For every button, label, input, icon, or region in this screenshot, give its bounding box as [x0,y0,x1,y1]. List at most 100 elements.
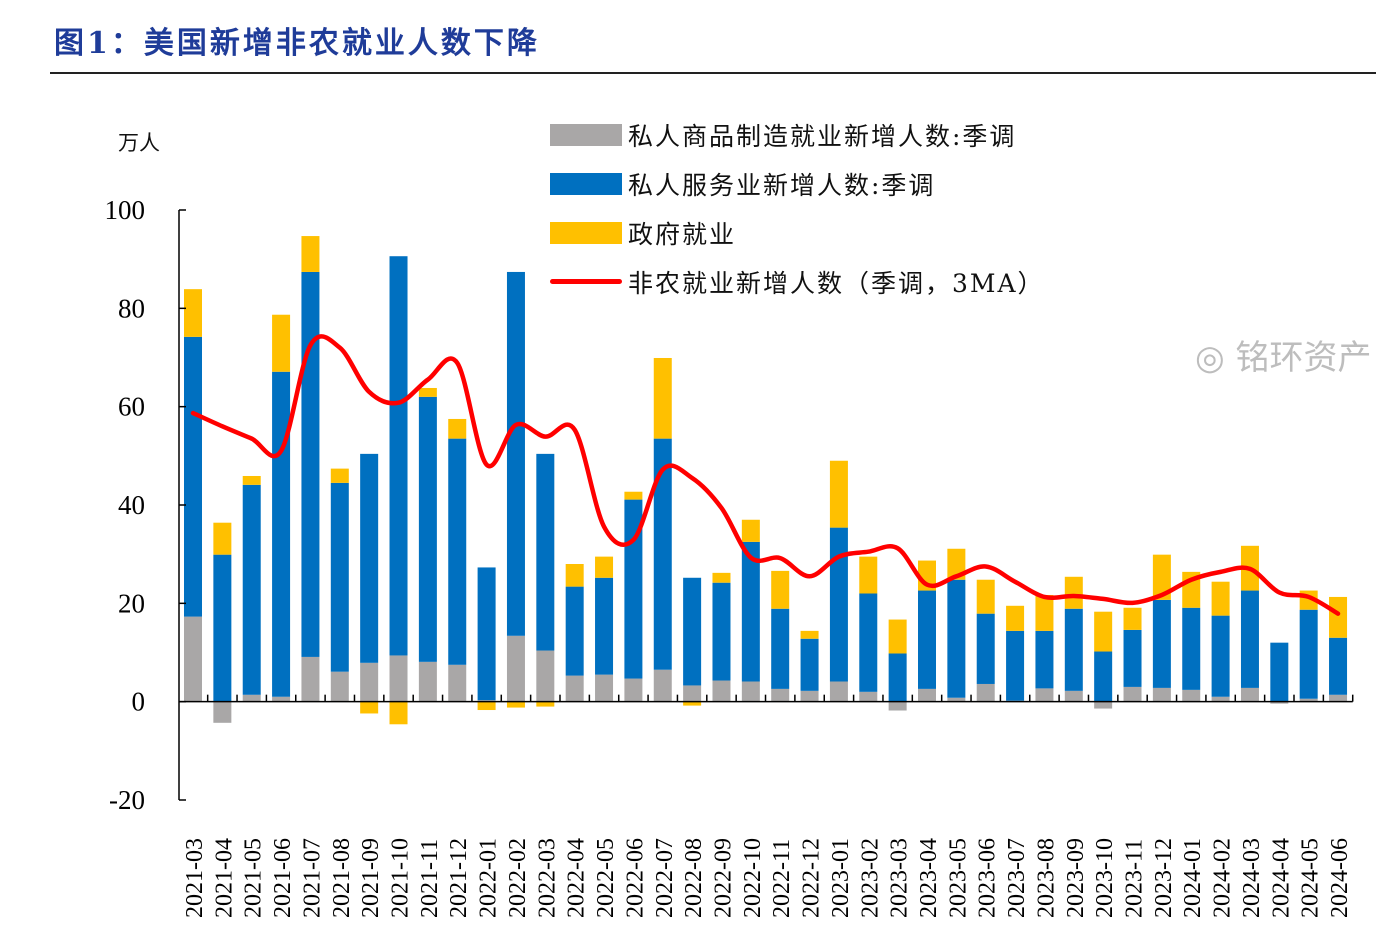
bar-manufacturing-2023-10 [1094,701,1113,709]
bar-government-2024-06 [1329,596,1348,638]
bar-government-2021-12 [448,418,467,439]
bar-manufacturing-2022-09 [712,680,731,702]
bar-manufacturing-2021-03 [184,616,202,702]
bar-government-2022-01 [477,701,496,711]
bar-manufacturing-2021-11 [418,661,437,702]
x-tick-label: 2022-05 [593,838,619,918]
x-tick-label: 2022-02 [505,838,531,918]
bar-services-2024-05 [1299,609,1318,699]
x-tick-label: 2024-03 [1239,838,1265,918]
bar-manufacturing-2022-08 [683,685,702,702]
bar-services-2023-01 [829,527,848,682]
bar-manufacturing-2021-06 [272,696,291,702]
bar-services-2022-07 [653,438,672,670]
bar-manufacturing-2023-09 [1064,690,1083,702]
x-tick-label: 2023-11 [1122,839,1148,918]
bar-services-2023-07 [1006,630,1025,701]
bar-manufacturing-2023-02 [859,691,878,702]
bar-manufacturing-2021-04 [213,701,232,723]
y-axis-unit-label: 万人 [118,131,160,155]
bar-manufacturing-2024-04 [1270,701,1289,704]
bar-government-2022-02 [506,701,525,708]
bar-manufacturing-2023-04 [918,688,936,702]
x-tick-label: 2021-07 [299,838,325,918]
x-tick-label: 2021-04 [211,838,237,918]
bar-manufacturing-2023-12 [1152,687,1171,702]
x-tick-label: 2021-09 [358,838,384,918]
x-tick-label: 2021-11 [417,839,443,918]
bar-government-2021-08 [330,468,349,483]
legend: 私人商品制造就业新增人数:季调 私人服务业新增人数:季调 政府就业 非农就业新增… [550,110,1045,306]
bar-manufacturing-2023-06 [976,683,995,702]
bar-services-2021-11 [418,396,437,662]
bar-manufacturing-2022-12 [800,690,819,702]
x-tick-label: 2021-10 [388,838,414,918]
bar-government-2022-03 [536,701,555,707]
y-tick-label: 40 [118,490,145,520]
bar-services-2023-06 [976,613,995,684]
bar-services-2023-11 [1123,629,1142,687]
bar-services-2021-10 [389,256,408,656]
x-tick-label: 2022-07 [652,838,678,918]
bar-government-2022-09 [712,572,731,583]
x-tick-label: 2023-10 [1092,838,1118,918]
x-tick-label: 2021-05 [241,838,267,918]
bar-services-2021-08 [330,482,349,672]
bar-government-2023-07 [1006,605,1025,631]
bar-government-2021-10 [389,701,408,725]
x-tick-label: 2023-03 [887,838,913,918]
bar-government-2023-03 [888,619,907,654]
bar-manufacturing-2021-05 [242,694,261,702]
bar-government-2023-08 [1035,594,1054,631]
bar-manufacturing-2021-12 [448,664,467,702]
bar-manufacturing-2023-08 [1035,688,1054,702]
bar-government-2021-06 [272,314,291,372]
x-tick-label: 2022-08 [681,838,707,918]
x-tick-label: 2022-09 [710,838,736,918]
bar-government-2023-05 [947,548,966,580]
bar-manufacturing-2023-11 [1123,686,1142,702]
x-tick-label: 2021-06 [270,838,296,918]
bar-government-2023-02 [859,556,878,594]
y-tick-label: 100 [105,195,146,225]
bar-services-2021-12 [448,438,467,665]
legend-item-government: 政府就业 [550,208,1045,257]
x-tick-label: 2023-08 [1033,838,1059,918]
y-tick-label: 20 [118,588,145,618]
y-tick-label: 60 [118,392,145,422]
legend-swatch-government [550,221,622,244]
bar-services-2023-05 [947,579,966,698]
y-tick-label: 0 [132,687,146,717]
x-tick-label: 2021-03 [182,838,208,918]
bar-manufacturing-2022-04 [565,675,584,702]
bar-manufacturing-2021-10 [389,655,408,702]
bar-government-2021-07 [301,236,320,272]
bar-services-2023-02 [859,593,878,692]
x-tick-label: 2023-02 [857,838,883,918]
weibo-logo-icon: ◎ [1195,338,1225,378]
bar-manufacturing-2024-06 [1329,694,1348,702]
x-tick-label: 2023-06 [975,838,1001,918]
bar-services-2021-04 [213,554,232,702]
title-divider [50,72,1376,74]
bar-services-2023-04 [918,590,936,689]
bar-manufacturing-2024-02 [1211,696,1230,702]
bar-manufacturing-2022-02 [506,635,525,702]
bar-services-2023-09 [1064,608,1083,691]
bar-government-2023-06 [976,579,995,614]
bar-government-2022-11 [771,570,790,609]
bar-manufacturing-2022-06 [624,678,643,702]
bar-services-2021-09 [360,453,379,663]
bar-services-2021-07 [301,271,320,657]
legend-swatch-manufacturing [550,123,622,146]
x-tick-label: 2024-01 [1180,838,1206,918]
bar-services-2023-08 [1035,630,1054,689]
bar-government-2024-02 [1211,581,1230,616]
bar-government-2022-08 [683,701,702,706]
x-tick-label: 2022-04 [564,838,590,918]
bar-services-2022-11 [771,608,790,689]
bar-services-2024-06 [1329,637,1348,695]
legend-label-services: 私人服务业新增人数:季调 [628,170,936,200]
bar-government-2023-12 [1152,554,1171,600]
